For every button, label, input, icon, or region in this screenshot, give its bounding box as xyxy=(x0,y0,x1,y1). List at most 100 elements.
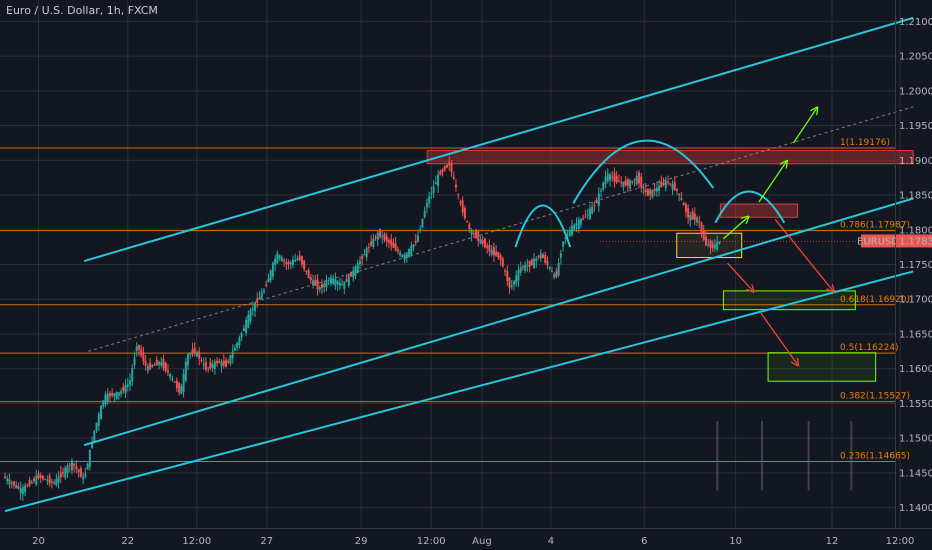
candle-body xyxy=(387,239,390,243)
green-zone[interactable] xyxy=(722,290,856,311)
x-tick-label: Aug xyxy=(472,536,492,547)
candle-body xyxy=(53,482,56,484)
green-arrow[interactable] xyxy=(792,108,816,144)
candle-body xyxy=(434,182,437,185)
candle-body xyxy=(617,181,620,183)
y-tick-label: 1.14500 xyxy=(899,468,932,479)
pattern-arc-1[interactable] xyxy=(514,204,572,248)
candle-body xyxy=(352,270,355,278)
last-price-tag[interactable] xyxy=(896,234,932,248)
candle-body xyxy=(408,248,411,257)
candle-body xyxy=(64,467,67,478)
candle-body xyxy=(600,190,603,192)
candle-body xyxy=(425,203,428,208)
candle-body xyxy=(276,252,279,264)
candle-body xyxy=(28,479,31,486)
candle-body xyxy=(671,184,674,190)
candle-body xyxy=(521,266,524,268)
candle-body xyxy=(245,319,248,334)
candle-body xyxy=(334,279,337,286)
candle-body xyxy=(285,262,288,264)
candle-body xyxy=(644,189,647,193)
x-tick-label: 6 xyxy=(641,536,647,547)
candle-body xyxy=(146,366,149,371)
candle-body xyxy=(687,208,690,218)
y-tick-label: 1.15500 xyxy=(899,399,932,410)
symbol-tag[interactable] xyxy=(861,234,895,248)
candle-body xyxy=(207,367,210,369)
red-arrow[interactable] xyxy=(774,218,833,291)
candle-body xyxy=(448,162,451,166)
candle-body xyxy=(140,349,143,356)
candle-body xyxy=(553,273,556,278)
candle-body xyxy=(329,277,332,284)
candle-body xyxy=(305,270,308,272)
candle-body xyxy=(70,460,73,471)
pattern-arc-2[interactable] xyxy=(572,139,715,204)
candle-body xyxy=(403,254,406,260)
candle-body xyxy=(298,255,301,261)
green-zone[interactable] xyxy=(767,352,877,382)
candle-body xyxy=(216,360,219,364)
x-tick-label: 22 xyxy=(121,536,134,547)
candle-body xyxy=(495,251,498,256)
red-arrow[interactable] xyxy=(727,262,752,291)
candle-body xyxy=(622,181,625,188)
candle-body xyxy=(162,358,165,369)
candle-body xyxy=(117,392,120,396)
candle-body xyxy=(446,165,449,168)
candle-body xyxy=(504,270,507,272)
candle-body xyxy=(704,236,707,246)
candle-body xyxy=(483,238,486,248)
candle-body xyxy=(450,164,453,173)
candle-body xyxy=(347,275,350,286)
candle-body xyxy=(24,485,27,493)
candle-body xyxy=(296,258,299,260)
candle-body xyxy=(573,224,576,230)
red-zone[interactable] xyxy=(426,150,914,165)
channel-line-3[interactable] xyxy=(4,270,914,513)
candle-body xyxy=(198,351,201,359)
candle-body xyxy=(280,257,283,262)
green-arrow[interactable] xyxy=(758,162,786,203)
candle-body xyxy=(394,243,397,251)
candle-body xyxy=(582,218,585,220)
candle-body xyxy=(542,254,545,258)
candle-body xyxy=(115,391,118,399)
candle-body xyxy=(151,365,154,367)
candle-body xyxy=(95,422,98,431)
candle-body xyxy=(439,171,442,176)
candle-body xyxy=(506,270,509,281)
candle-body xyxy=(191,349,194,355)
candle-body xyxy=(588,208,591,220)
green-arrow[interactable] xyxy=(723,217,747,240)
channel-line-2[interactable] xyxy=(83,197,914,447)
candle-body xyxy=(341,284,344,286)
candle-body xyxy=(615,176,618,183)
candle-body xyxy=(164,362,167,372)
candle-body xyxy=(530,259,533,266)
candle-body xyxy=(613,173,616,182)
channel-line-1[interactable] xyxy=(83,16,914,262)
candle-body xyxy=(713,244,716,249)
candle-body xyxy=(171,378,174,380)
candle-body xyxy=(363,254,366,256)
red-arrow[interactable] xyxy=(760,312,798,364)
candle-body xyxy=(222,360,225,366)
grid xyxy=(0,0,901,528)
red-zone[interactable] xyxy=(719,203,799,218)
candle-body xyxy=(432,186,435,193)
candle-body xyxy=(48,475,51,484)
candle-body xyxy=(97,414,100,426)
candle-body xyxy=(452,176,455,179)
pattern-arc-3[interactable] xyxy=(714,190,786,224)
candle-body xyxy=(399,252,402,256)
candle-body xyxy=(577,219,580,230)
yellow-zone[interactable] xyxy=(676,232,743,259)
candle-body xyxy=(642,187,645,189)
candle-body xyxy=(15,485,18,488)
candle-body xyxy=(350,271,353,277)
candle-body xyxy=(640,176,643,187)
candle-body xyxy=(251,308,254,310)
